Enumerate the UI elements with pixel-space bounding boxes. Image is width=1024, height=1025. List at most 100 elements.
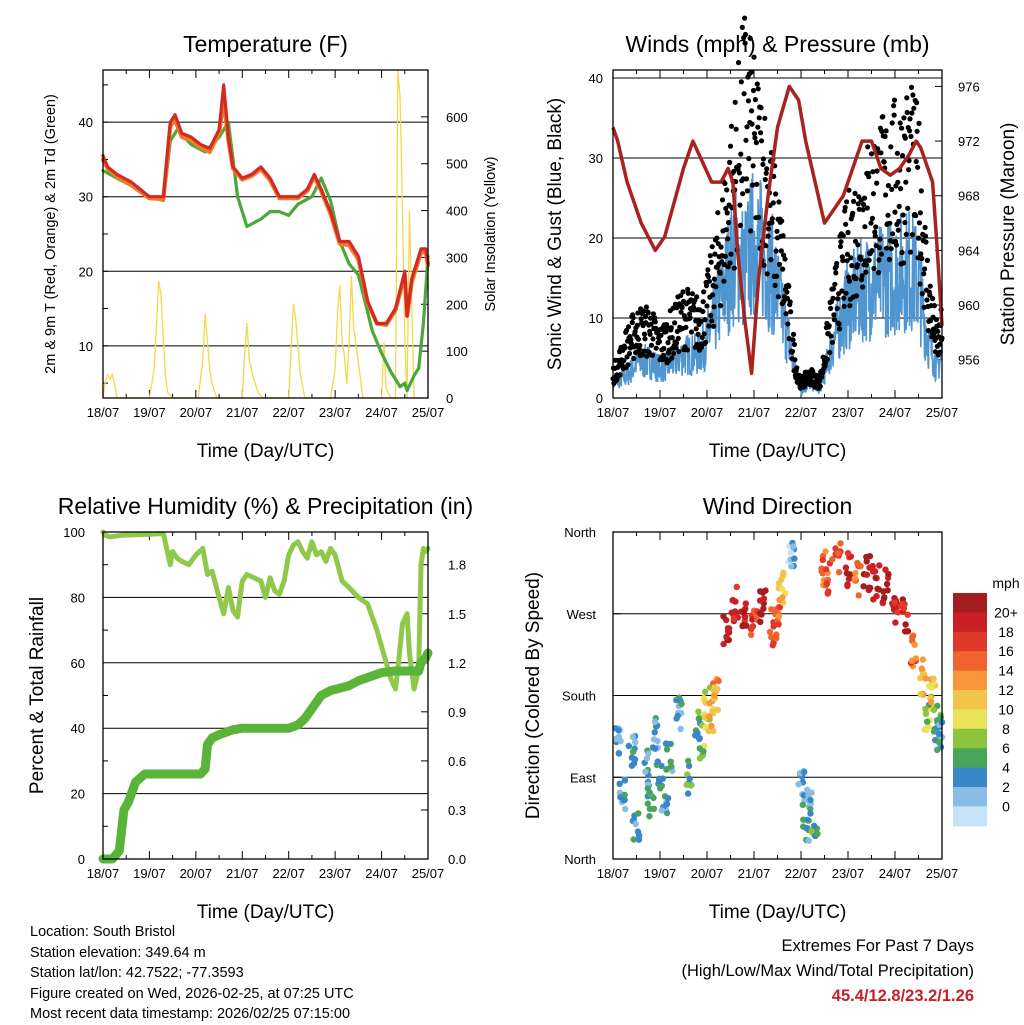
gust-point (840, 258, 846, 264)
gust-point (725, 264, 731, 270)
gust-point (907, 249, 914, 255)
gust-point (849, 263, 855, 269)
gust-point (837, 243, 844, 250)
gust-point (909, 232, 916, 238)
direction-point (686, 775, 693, 782)
rh-y-tick-label: 40 (71, 721, 85, 736)
gust-point (872, 229, 878, 235)
gust-point (644, 353, 650, 359)
gust-point (752, 135, 758, 141)
wdir-panel: Wind Direction Time (Day/UTC) 18/07 19/07 20… (523, 493, 958, 923)
gust-point (784, 295, 791, 301)
wdir-x-tick-label: 19/07 (644, 866, 677, 881)
gust-point (738, 79, 744, 85)
wdir-x-tick-label: 23/07 (832, 866, 865, 881)
direction-point (835, 569, 843, 576)
temp-x-tick-label: 22/07 (272, 405, 305, 420)
temp-y-tick-label: 10 (79, 339, 93, 354)
direction-point (778, 576, 785, 583)
direction-point (663, 800, 671, 808)
direction-point (711, 684, 718, 691)
gust-point (758, 130, 764, 136)
created-text: Figure created on Wed, 2026-02-25, at 07… (30, 985, 354, 1002)
gust-point (685, 290, 691, 296)
extremes-subtitle: (High/Low/Max Wind/Total Precipitation) (681, 962, 974, 980)
rh-y2-tick-label: 0.3 (448, 803, 466, 818)
direction-points (612, 539, 946, 844)
gust-point (870, 169, 876, 175)
direction-point (935, 739, 943, 746)
gust-point (845, 274, 852, 280)
wind-y-tick-label: 10 (589, 311, 603, 326)
gust-point (637, 342, 643, 349)
direction-point (863, 553, 870, 561)
colorbar-swatch (953, 631, 987, 652)
colorbar-label: 10 (998, 701, 1014, 717)
wind-y2-tick-label: 972 (958, 134, 980, 149)
rh-y2-tick-label: 1.2 (448, 656, 466, 671)
gust-point (728, 251, 734, 257)
gust-point (789, 348, 796, 354)
direction-point (723, 633, 730, 641)
gust-point (917, 210, 924, 216)
gust-point (889, 186, 895, 192)
gust-point (870, 191, 877, 197)
gust-point (853, 276, 859, 282)
gust-point (885, 212, 891, 218)
gust-point (782, 256, 788, 262)
gust-point (899, 249, 905, 256)
gust-point (761, 262, 767, 268)
direction-point (860, 583, 867, 590)
gust-point (833, 270, 839, 276)
temp-x-label: Time (Day/UTC) (197, 441, 335, 462)
direction-point (819, 556, 826, 564)
gust-point (717, 270, 723, 276)
direction-point (615, 750, 623, 757)
direction-point (911, 641, 918, 648)
direction-point (852, 569, 859, 577)
gust-point (843, 290, 849, 296)
rh-x-tick-label: 19/07 (133, 866, 166, 881)
direction-point (757, 618, 764, 626)
gust-point (709, 244, 715, 250)
gust-point (745, 98, 752, 104)
gust-point (891, 97, 898, 103)
gust-point (750, 87, 757, 94)
gust-point (897, 120, 903, 126)
gust-point (694, 294, 700, 300)
colorbar-swatch (953, 612, 987, 633)
temp-frame (102, 69, 429, 399)
wdir-title: Wind Direction (703, 493, 853, 519)
direction-point (930, 675, 937, 682)
gust-point (791, 341, 798, 348)
direction-point (631, 756, 639, 763)
wind-x-tick-label: 19/07 (644, 405, 677, 420)
gust-point (674, 305, 680, 311)
gust-point (875, 270, 882, 276)
colorbar-swatch (953, 787, 987, 807)
direction-point (612, 725, 619, 732)
direction-point (863, 571, 871, 578)
temp-x-tick-label: 25/07 (412, 405, 445, 420)
direction-point (807, 796, 814, 804)
gust-point (931, 331, 937, 337)
gust-point (762, 176, 768, 183)
direction-point (659, 775, 667, 782)
direction-point (822, 566, 830, 573)
direction-point (635, 810, 642, 817)
gust-point (843, 221, 849, 227)
direction-point (630, 836, 637, 843)
gust-point (650, 311, 657, 317)
gust-point (900, 260, 907, 266)
gust-point (895, 227, 901, 233)
gust-point (866, 257, 872, 263)
gust-point (891, 112, 897, 118)
direction-point (922, 675, 929, 682)
gust-point (749, 108, 755, 114)
gust-point (869, 248, 875, 254)
temp-x-tick-label: 24/07 (365, 405, 398, 420)
direction-point (776, 604, 784, 611)
gust-point (711, 276, 718, 282)
wdir-frame (612, 531, 943, 860)
wdir-y-tick-label: North (564, 525, 596, 540)
